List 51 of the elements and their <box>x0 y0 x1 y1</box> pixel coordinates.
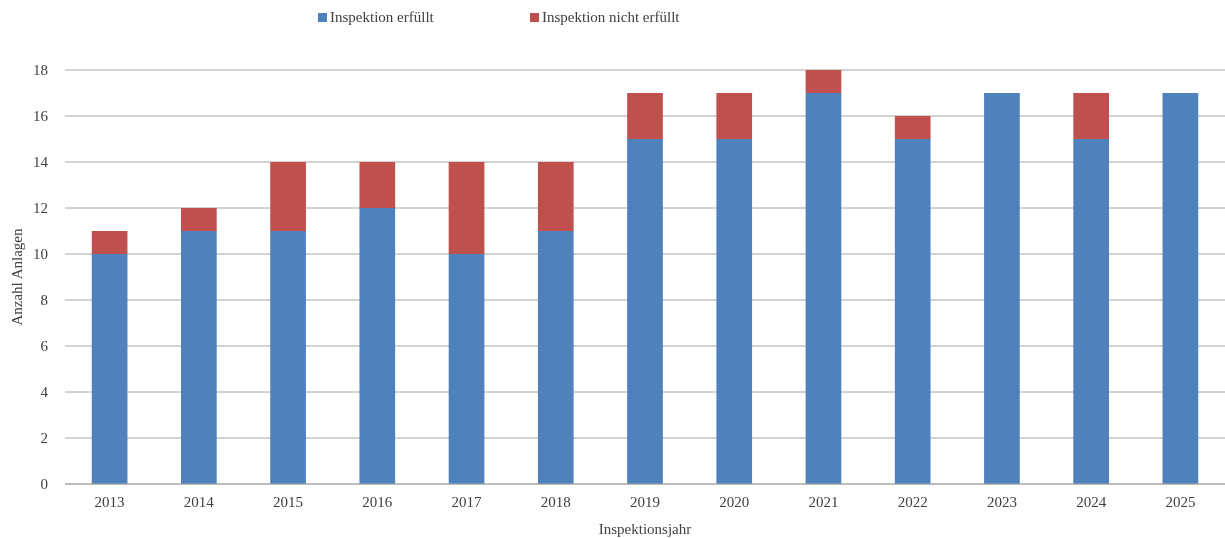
x-tick-label: 2025 <box>1165 494 1196 510</box>
bar <box>627 93 663 139</box>
x-tick-label: 2017 <box>451 494 483 510</box>
y-tick-label: 2 <box>40 430 48 447</box>
bar <box>181 231 217 484</box>
bar <box>359 208 396 484</box>
bar <box>716 93 753 139</box>
bar <box>181 208 217 231</box>
y-tick-label: 8 <box>40 292 48 309</box>
x-tick-label: 2020 <box>719 494 750 510</box>
bar <box>537 231 574 484</box>
x-tick-label: 2014 <box>183 494 215 510</box>
bar <box>1162 93 1199 484</box>
y-tick-label: 4 <box>40 384 49 401</box>
legend-label: Inspektion erfüllt <box>330 9 435 25</box>
bar <box>91 254 128 484</box>
x-tick-label: 2015 <box>273 494 304 510</box>
x-tick-label: 2013 <box>94 494 125 510</box>
bar <box>805 93 842 484</box>
bar <box>448 254 485 484</box>
x-tick-label: 2018 <box>540 494 571 510</box>
bar <box>359 162 396 208</box>
bar <box>1073 93 1109 139</box>
bar <box>91 231 128 254</box>
x-tick-label: 2021 <box>808 494 839 510</box>
bar <box>537 162 574 231</box>
y-tick-label: 6 <box>40 338 49 355</box>
y-tick-label: 18 <box>33 62 48 79</box>
y-tick-label: 14 <box>33 154 49 171</box>
x-axis-title: Inspektionsjahr <box>598 521 692 537</box>
bar <box>627 139 663 484</box>
legend-label: Inspektion nicht erfüllt <box>542 9 681 25</box>
y-tick-label: 12 <box>33 200 48 217</box>
y-axis-title: Anzahl Anlagen <box>9 227 25 326</box>
bar <box>1073 139 1109 484</box>
y-tick-label: 0 <box>40 476 48 493</box>
y-tick-label: 16 <box>33 108 49 125</box>
bar <box>716 139 753 484</box>
x-tick-label: 2024 <box>1076 494 1107 510</box>
bar <box>894 116 931 139</box>
bar <box>984 93 1020 484</box>
bar <box>894 139 931 484</box>
bar <box>270 231 306 484</box>
bar <box>805 70 842 93</box>
y-tick-label: 10 <box>33 246 48 263</box>
x-tick-label: 2022 <box>897 494 928 510</box>
x-tick-label: 2019 <box>630 494 660 510</box>
x-tick-label: 2016 <box>362 494 393 510</box>
bar <box>448 162 485 254</box>
bar <box>270 162 306 231</box>
x-tick-label: 2023 <box>986 494 1017 510</box>
